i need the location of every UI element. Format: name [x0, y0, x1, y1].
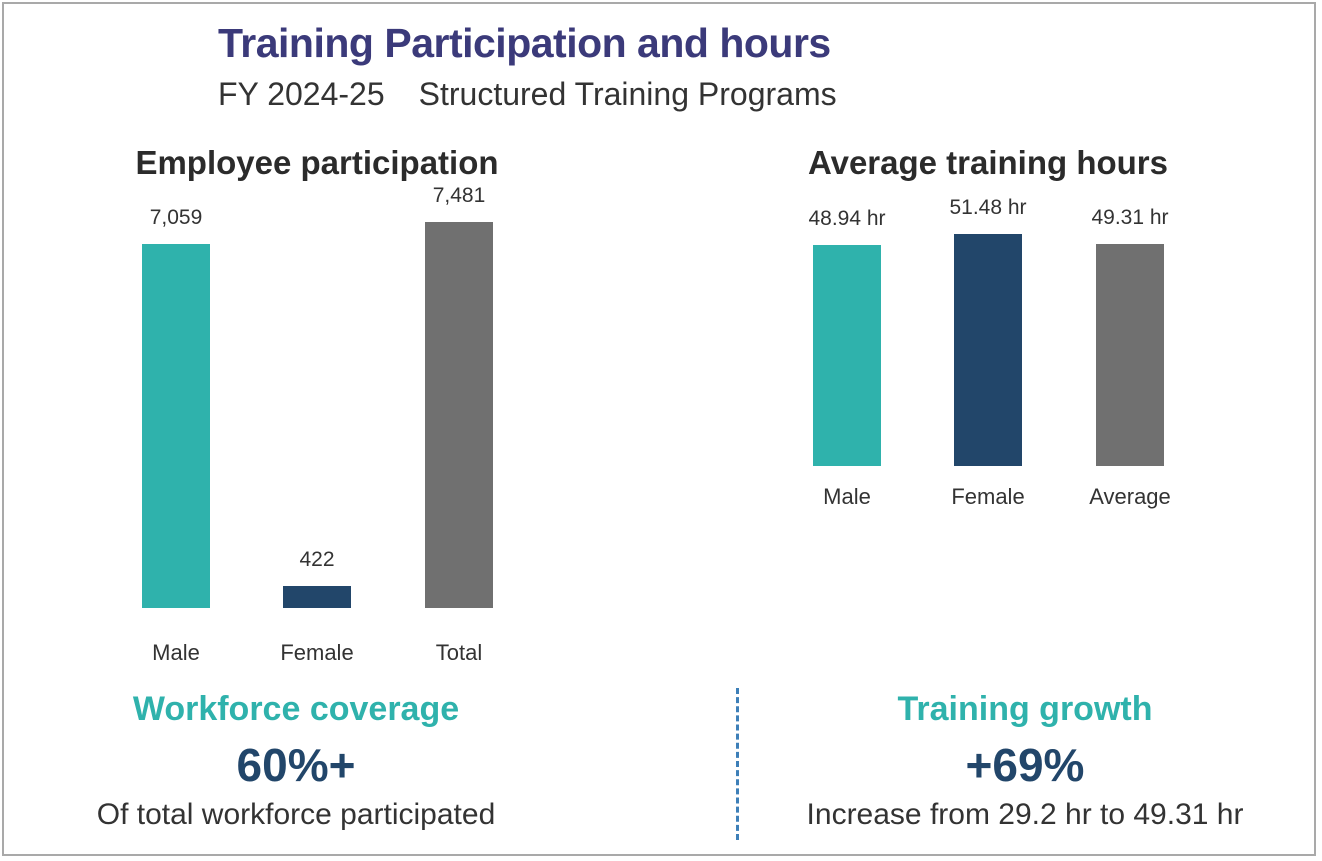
bar-value-label: 48.94 hr: [808, 207, 886, 231]
coverage-description: Of total workforce participated: [96, 798, 496, 831]
category-label: Male: [823, 484, 871, 509]
page-subtitle: FY 2024-25 Structured Training Programs: [218, 76, 837, 113]
growth-description: Increase from 29.2 hr to 49.31 hr: [806, 798, 1244, 831]
category-label: Male: [152, 640, 200, 665]
bar-value-label: 51.48 hr: [949, 196, 1027, 219]
bar-male: [142, 243, 210, 608]
program-name: Structured Training Programs: [418, 76, 837, 112]
bar-female: [954, 234, 1022, 466]
page-title: Training Participation and hours: [218, 20, 831, 66]
coverage-value: 60%+: [236, 739, 356, 791]
bar-average: [1096, 243, 1164, 466]
bar-value-label: 422: [299, 548, 335, 572]
category-label: Female: [951, 484, 1025, 509]
bar-value-label: 7,059: [149, 205, 203, 229]
category-label: Female: [280, 640, 354, 665]
coverage-heading: Workforce coverage: [132, 690, 460, 728]
bar-value-label: 7,481: [432, 184, 486, 207]
category-label: Total: [435, 640, 483, 665]
bar-value-label: 49.31 hr: [1091, 205, 1169, 229]
participation-chart-title: Employee participation: [135, 144, 499, 181]
fiscal-period: FY 2024-25: [218, 76, 385, 112]
section-divider: [736, 688, 739, 840]
bar-male: [813, 245, 881, 466]
growth-value: +69%: [965, 739, 1085, 791]
growth-heading: Training growth: [897, 690, 1153, 728]
bar-total: [425, 222, 493, 608]
bar-female: [283, 586, 351, 608]
category-label: Average: [1089, 484, 1171, 509]
hours-chart-title: Average training hours: [807, 144, 1169, 181]
